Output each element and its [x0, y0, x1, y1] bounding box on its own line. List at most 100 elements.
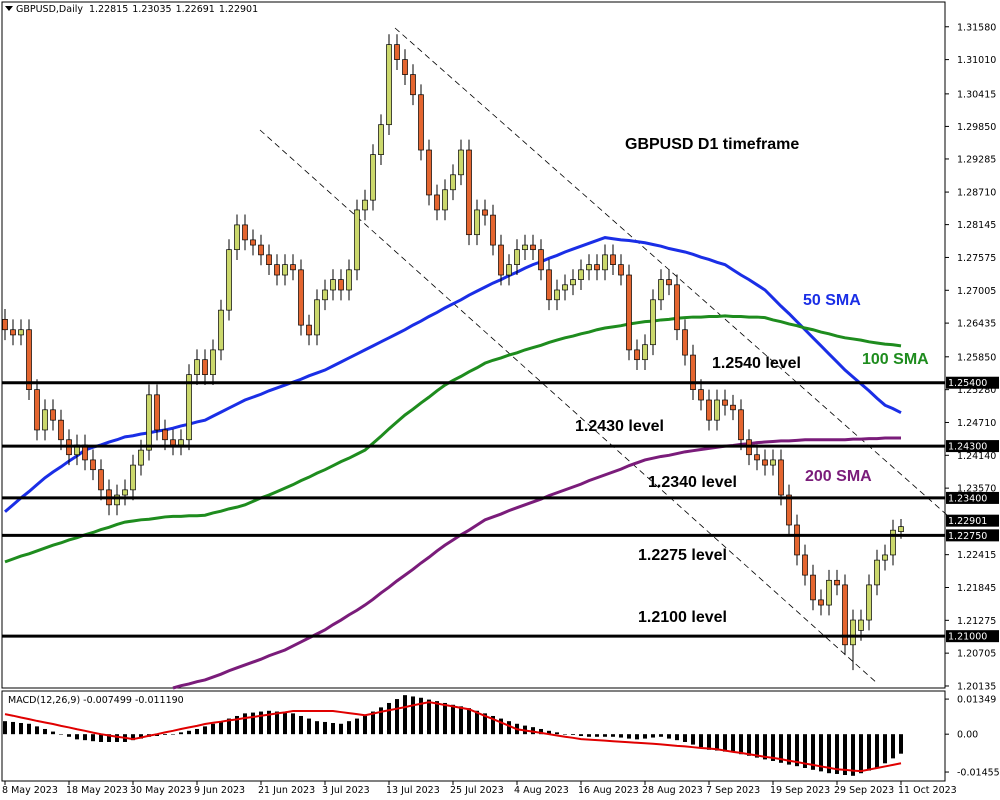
macd-bar	[35, 726, 39, 735]
candle-body	[562, 284, 568, 291]
y-tick-label: 1.30415	[957, 89, 996, 100]
macd-y-tick-label: -0.014554	[957, 768, 1000, 779]
macd-bar	[459, 706, 463, 735]
macd-bar	[291, 713, 295, 735]
candle-body	[618, 264, 624, 276]
macd-bar	[347, 721, 351, 735]
candle-body	[242, 224, 248, 241]
candle-body	[666, 279, 672, 286]
x-tick-label: 3 Jul 2023	[322, 785, 370, 796]
candle-body	[26, 329, 32, 390]
candle-body	[698, 389, 704, 401]
candle-body	[786, 494, 792, 526]
macd-bar	[547, 730, 551, 735]
macd-signal-line	[4, 701, 902, 773]
candle-body	[346, 269, 352, 291]
macd-bar	[827, 734, 831, 774]
macd-bar	[411, 696, 415, 735]
macd-bar	[555, 732, 559, 735]
macd-bar	[731, 734, 735, 753]
macd-bar	[219, 721, 223, 735]
candle-body	[386, 44, 392, 126]
level-price-label: 1.24300	[948, 442, 987, 453]
macd-bar	[867, 734, 871, 771]
candle-body	[394, 44, 400, 60]
macd-bar	[3, 721, 7, 735]
candle-body	[626, 274, 632, 351]
macd-bar	[891, 734, 895, 759]
candle-body	[474, 209, 480, 236]
macd-bar	[699, 734, 703, 748]
candle-body	[850, 619, 856, 646]
candle-body	[130, 464, 136, 491]
high: 1.23035	[132, 4, 171, 15]
macd-bar	[795, 734, 799, 767]
candle-body	[234, 224, 240, 251]
candle-body	[218, 309, 224, 351]
y-tick-label: 1.25850	[957, 352, 996, 363]
candle-body	[706, 399, 712, 421]
macd-bar	[483, 713, 487, 735]
candle-body	[442, 189, 448, 211]
macd-bar	[443, 702, 447, 735]
candle-body	[498, 244, 504, 276]
candle-body	[178, 439, 184, 446]
y-tick-label: 1.24140	[957, 451, 996, 462]
y-tick-label: 1.24710	[957, 418, 996, 429]
y-tick-label: 1.25280	[957, 385, 996, 396]
macd-bar	[811, 734, 815, 770]
macd-bar	[163, 734, 167, 735]
macd-bar	[107, 734, 111, 742]
candle-body	[586, 264, 592, 271]
candle-body	[202, 359, 208, 376]
macd-bar	[499, 718, 503, 735]
header: GBPUSD,Daily 1.22815 1.23035 1.22691 1.22901	[16, 4, 258, 15]
macd-bar	[619, 734, 623, 738]
current-price-box	[946, 514, 999, 527]
macd-bar	[139, 734, 143, 739]
candle-body	[354, 209, 360, 271]
y-tick-label: 1.29850	[957, 122, 996, 133]
close: 1.22901	[219, 4, 258, 15]
candle-body	[818, 599, 824, 606]
macd-bar	[307, 718, 311, 735]
x-tick-label: 30 May 2023	[130, 785, 192, 796]
macd-bar	[11, 721, 15, 735]
x-tick-label: 8 May 2023	[2, 785, 58, 796]
candle-body	[306, 324, 312, 336]
y-tick-label: 1.23570	[957, 484, 996, 495]
candle-body	[674, 284, 680, 331]
macd-bar	[179, 732, 183, 735]
candle-body	[546, 269, 552, 301]
candle-body	[98, 469, 104, 491]
symbol: GBPUSD,Daily	[16, 4, 83, 15]
candle-body	[274, 264, 280, 276]
macd-bar	[51, 731, 55, 735]
macd-bar	[211, 723, 215, 735]
level-price-label: 1.25400	[948, 378, 987, 389]
candle-body	[770, 459, 776, 466]
macd-bar	[603, 734, 607, 737]
macd-bar	[675, 734, 679, 741]
macd-bar	[235, 715, 239, 735]
macd-bar	[59, 734, 63, 735]
x-tick-label: 19 Sep 2023	[770, 785, 830, 796]
candle-body	[258, 244, 264, 256]
candle-body	[778, 459, 784, 496]
macd-bar	[683, 734, 687, 742]
macd-bar	[707, 734, 711, 750]
x-tick-label: 13 Jul 2023	[386, 785, 440, 796]
candle-body	[154, 394, 160, 431]
macd-bar	[659, 734, 663, 737]
x-tick-label: 25 Jul 2023	[450, 785, 504, 796]
candle-body	[90, 459, 96, 471]
level-text: 1.2430 level	[575, 418, 664, 435]
candle-body	[282, 264, 288, 276]
candle-body	[762, 459, 768, 466]
candle-body	[10, 329, 16, 336]
macd-bar	[451, 704, 455, 735]
candle-body	[538, 249, 544, 271]
level-text: 1.2540 level	[712, 355, 801, 372]
macd-bar	[755, 734, 759, 758]
